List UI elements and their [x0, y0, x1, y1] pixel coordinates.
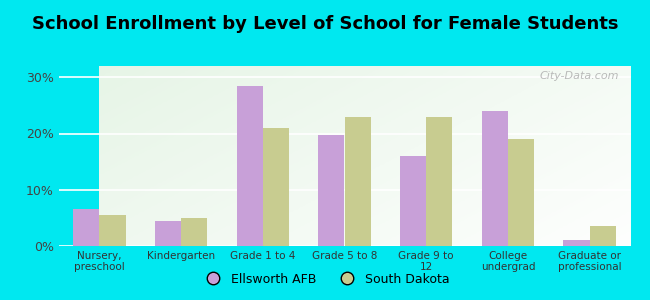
Bar [155, 221, 181, 246]
Bar [564, 240, 590, 246]
Bar [99, 215, 125, 246]
Bar [263, 128, 289, 246]
Bar [73, 209, 99, 246]
Text: City-Data.com: City-Data.com [540, 71, 619, 81]
Bar [482, 111, 508, 246]
Legend: Ellsworth AFB, South Dakota: Ellsworth AFB, South Dakota [196, 268, 454, 291]
Bar [181, 218, 207, 246]
Bar [508, 139, 534, 246]
Text: School Enrollment by Level of School for Female Students: School Enrollment by Level of School for… [32, 15, 618, 33]
Bar [344, 117, 370, 246]
Bar [237, 86, 263, 246]
Bar [590, 226, 616, 246]
Bar [400, 156, 426, 246]
Bar [426, 117, 452, 246]
Bar [318, 135, 344, 246]
